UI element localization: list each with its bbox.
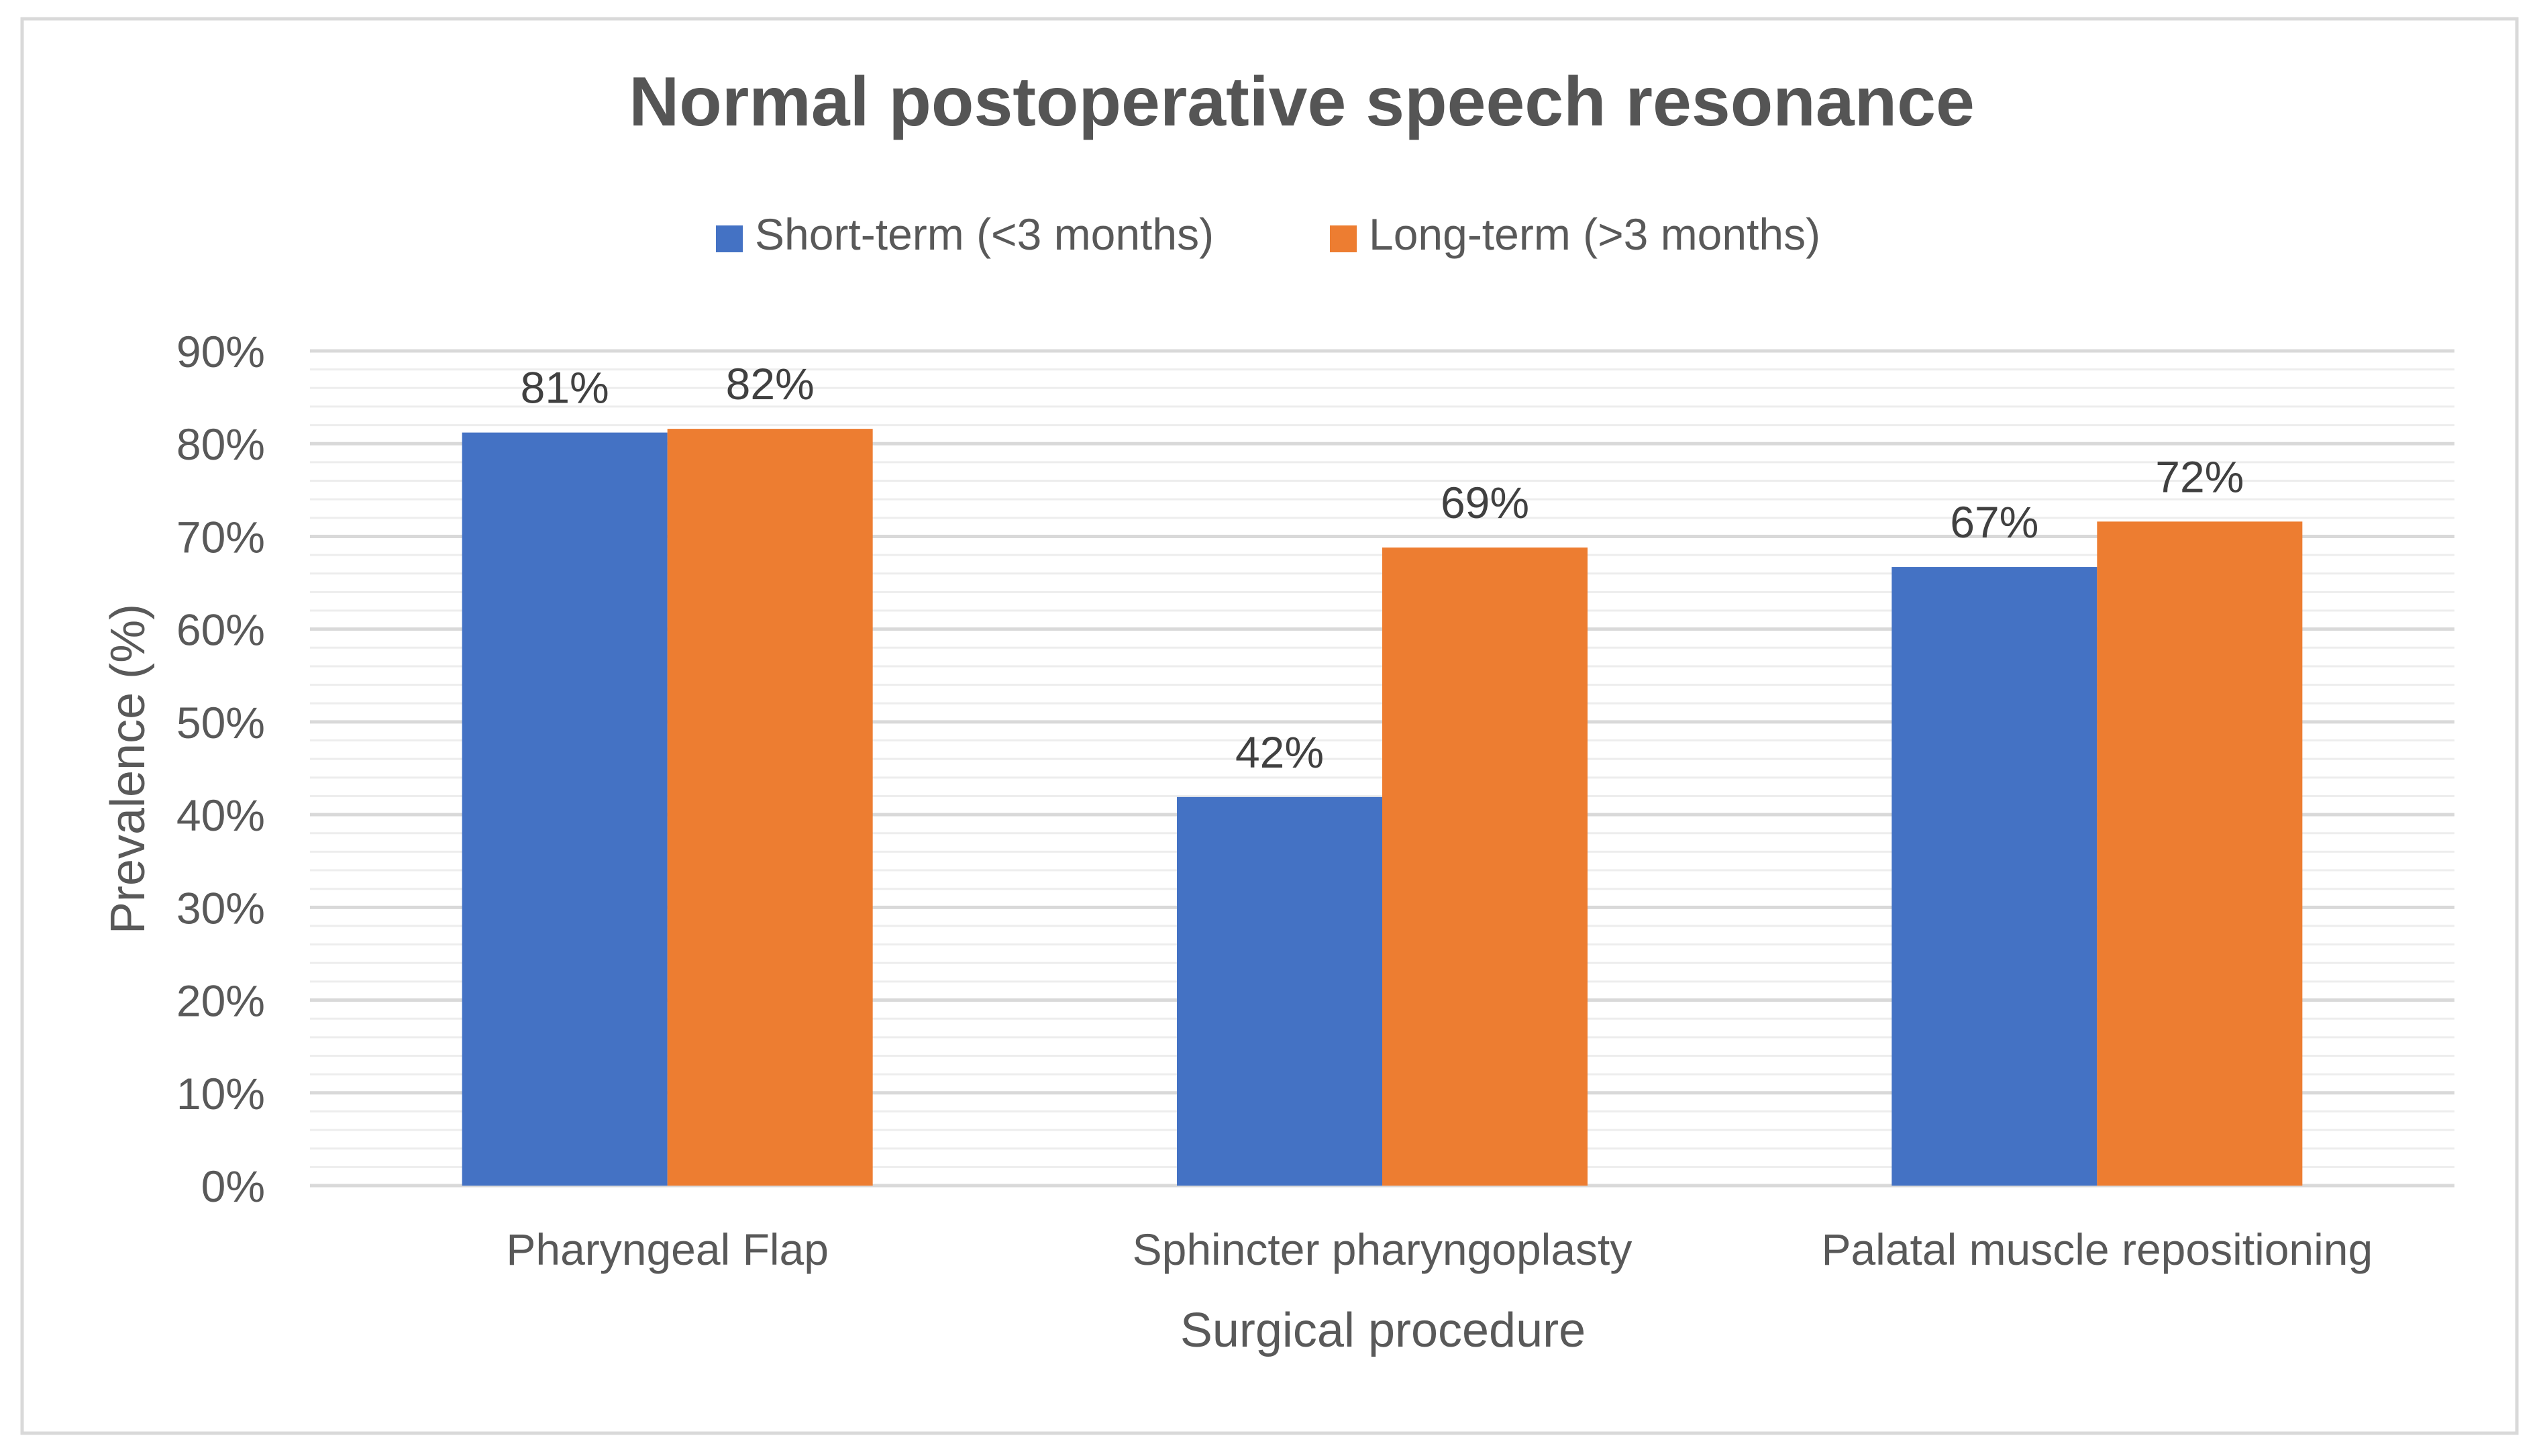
y-tick-label: 20%	[176, 976, 265, 1026]
data-label: 67%	[1950, 497, 2038, 547]
y-tick-label: 90%	[176, 327, 265, 376]
legend-swatch-short-term	[716, 225, 743, 252]
y-axis-tick-labels: 0% 10% 20% 30% 40% 50% 60% 70% 80% 90%	[176, 327, 265, 1211]
legend-swatch-long-term	[1330, 225, 1357, 252]
legend-label-short-term: Short-term (<3 months)	[755, 209, 1214, 259]
y-tick-label: 50%	[176, 698, 265, 747]
x-tick-label: Sphincter pharyngoplasty	[1133, 1225, 1633, 1274]
data-labels: 81% 82% 42% 69% 67% 72%	[521, 359, 2244, 777]
y-tick-label: 30%	[176, 883, 265, 933]
data-label: 82%	[726, 359, 815, 409]
data-label: 42%	[1235, 727, 1324, 777]
data-label: 81%	[521, 363, 609, 413]
bar-long-term-2	[2097, 521, 2303, 1186]
y-tick-label: 0%	[201, 1161, 265, 1211]
x-axis-title: Surgical procedure	[1180, 1304, 1586, 1357]
bar-long-term-0	[667, 429, 873, 1186]
x-axis-tick-labels: Pharyngeal Flap Sphincter pharyngoplasty P…	[506, 1225, 2373, 1274]
chart-title: Normal postoperative speech resonance	[629, 63, 1975, 141]
bar-short-term-2	[1892, 567, 2097, 1186]
legend: Short-term (<3 months) Long-term (>3 mon…	[716, 209, 1820, 259]
bar-short-term-1	[1177, 796, 1382, 1186]
x-tick-label: Palatal muscle repositioning	[1821, 1225, 2373, 1274]
y-tick-label: 70%	[176, 512, 265, 562]
y-tick-label: 80%	[176, 419, 265, 469]
bar-short-term-0	[462, 432, 668, 1186]
data-label: 72%	[2155, 452, 2244, 501]
bars	[462, 429, 2303, 1186]
y-tick-label: 40%	[176, 790, 265, 840]
legend-label-long-term: Long-term (>3 months)	[1369, 209, 1820, 259]
data-label: 69%	[1441, 478, 1529, 527]
x-tick-label: Pharyngeal Flap	[506, 1225, 829, 1274]
y-tick-label: 60%	[176, 605, 265, 655]
bar-long-term-1	[1382, 548, 1588, 1186]
y-axis-title: Prevalence (%)	[101, 604, 155, 934]
y-tick-label: 10%	[176, 1069, 265, 1119]
